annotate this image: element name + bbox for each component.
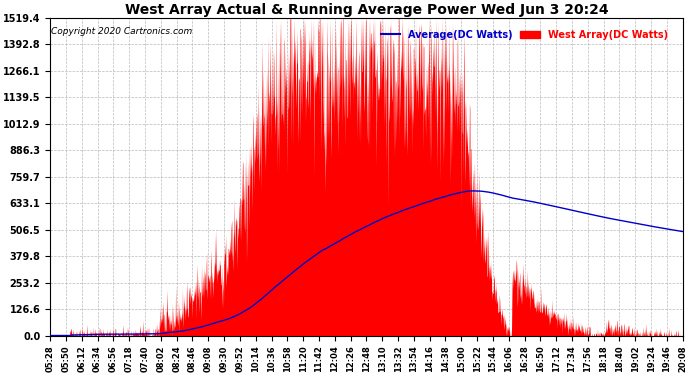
Legend: Average(DC Watts), West Array(DC Watts): Average(DC Watts), West Array(DC Watts)	[377, 26, 671, 44]
Text: Copyright 2020 Cartronics.com: Copyright 2020 Cartronics.com	[51, 27, 193, 36]
Title: West Array Actual & Running Average Power Wed Jun 3 20:24: West Array Actual & Running Average Powe…	[125, 3, 609, 17]
